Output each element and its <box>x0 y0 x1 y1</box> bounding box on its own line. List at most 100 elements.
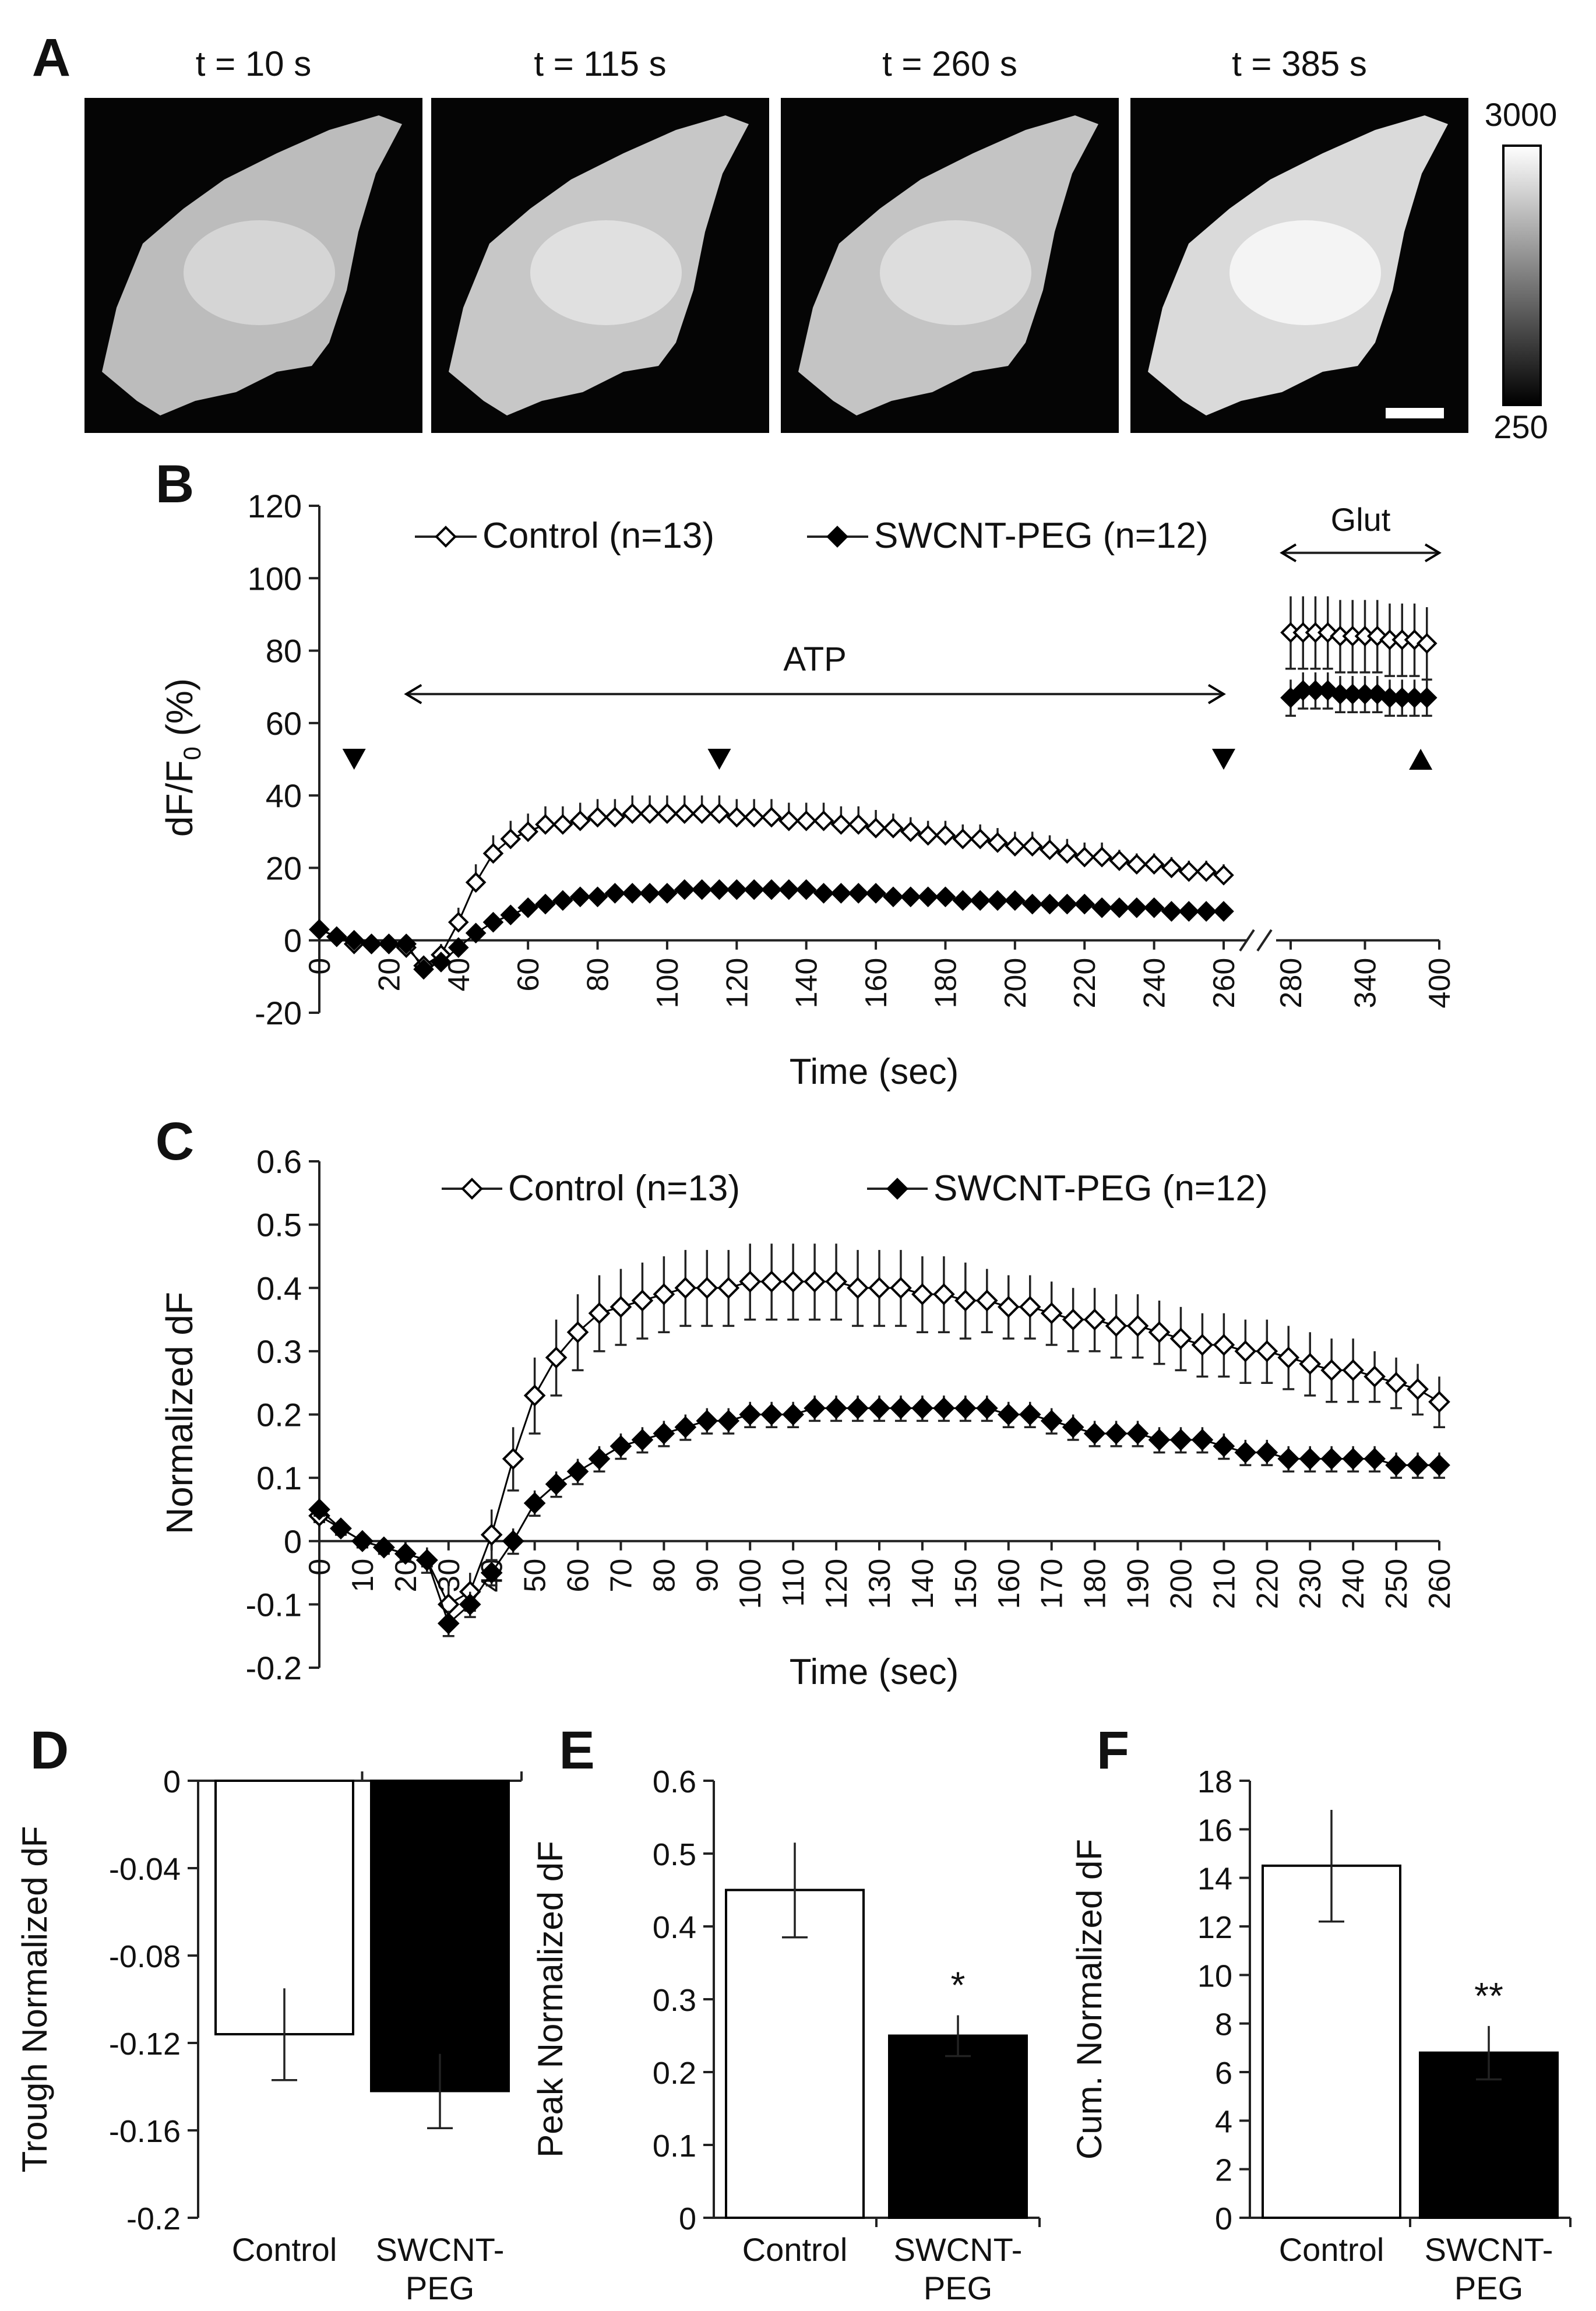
category-label: PEG <box>924 2270 992 2306</box>
y-tick-label: -0.08 <box>109 1939 181 1974</box>
data-point <box>1385 1454 1407 1477</box>
data-point <box>588 1302 611 1324</box>
category-label: PEG <box>406 2270 474 2306</box>
legend: Control (n=13) SWCNT-PEG (n=12) <box>442 1168 1268 1209</box>
data-point <box>566 1321 589 1344</box>
x-tick-label: 240 <box>1138 958 1172 1009</box>
data-point <box>933 1283 955 1305</box>
x-tick-label: 190 <box>1122 1559 1155 1609</box>
timepoint-marker <box>1212 749 1235 770</box>
data-point <box>739 1270 762 1293</box>
data-point <box>804 1397 826 1419</box>
legend-label-swcnt: SWCNT-PEG (n=12) <box>933 1168 1268 1209</box>
x-tick-label: 230 <box>1294 1559 1327 1609</box>
data-point <box>1126 897 1147 918</box>
cell-nucleus-glow <box>530 220 682 325</box>
data-point <box>830 814 852 835</box>
data-point <box>1191 1429 1214 1451</box>
data-point <box>933 1397 955 1419</box>
data-point <box>1062 1416 1084 1439</box>
data-point <box>760 1270 783 1293</box>
data-point <box>1019 1403 1041 1426</box>
data-point <box>917 886 939 907</box>
data-point <box>717 1410 740 1432</box>
data-point <box>604 883 626 904</box>
atp-arrow-right <box>1207 684 1226 704</box>
glut-annotation: Glut <box>1280 501 1442 562</box>
data-point <box>1385 1372 1407 1394</box>
x-tick-label: 260 <box>1207 958 1241 1009</box>
data-point <box>883 818 904 839</box>
data-point <box>1213 1334 1235 1356</box>
data-point <box>343 929 365 951</box>
data-point <box>1126 1422 1149 1445</box>
legend-marker-control <box>461 1178 483 1200</box>
data-point <box>1074 893 1095 915</box>
data-point <box>351 1530 374 1552</box>
data-point <box>865 883 886 904</box>
microscopy-frame: t = 385 s <box>1130 44 1468 433</box>
data-point <box>674 879 695 900</box>
data-point <box>744 879 764 900</box>
data-point <box>566 1460 589 1483</box>
glut-arrow-left <box>1280 543 1297 562</box>
data-point <box>569 810 591 832</box>
data-point <box>415 1549 438 1572</box>
legend-label-swcnt: SWCNT-PEG (n=12) <box>874 516 1209 556</box>
data-point <box>1005 890 1026 911</box>
data-point <box>726 806 748 828</box>
data-point <box>691 803 713 825</box>
panel-d: D 0 -0.04 -0.08 -0.12 -0.16 -0.2 Trough Normali… <box>15 1721 523 2306</box>
data-point <box>674 1416 697 1439</box>
data-point <box>1234 1340 1257 1362</box>
x-tick-label: 140 <box>790 958 824 1009</box>
data-point <box>954 1397 977 1419</box>
timepoint-marker <box>707 749 731 770</box>
data-point <box>696 1277 718 1299</box>
data-point <box>639 883 660 904</box>
legend: Control (n=13) SWCNT-PEG (n=12) <box>415 516 1209 556</box>
data-point <box>1299 1447 1322 1470</box>
data-point <box>482 843 504 864</box>
data-point <box>1148 1321 1171 1344</box>
data-point <box>868 1397 890 1419</box>
colorbar-min-label: 250 <box>1493 408 1548 445</box>
frame-time-label: t = 385 s <box>1232 44 1367 83</box>
data-point <box>1126 1315 1149 1337</box>
data-point <box>437 1612 460 1634</box>
data-point <box>997 1296 1020 1318</box>
series-line <box>319 1280 1440 1606</box>
frame-time-label: t = 260 s <box>882 44 1017 83</box>
glut-series-control <box>1280 596 1438 681</box>
category-label: SWCNT- <box>376 2231 505 2268</box>
data-point <box>1005 836 1026 857</box>
data-point <box>1428 1390 1450 1413</box>
data-point <box>1256 1340 1278 1362</box>
data-point <box>782 1270 804 1293</box>
x-tick-label: 110 <box>777 1559 811 1607</box>
data-point <box>1342 1359 1364 1382</box>
bar-error <box>427 2053 453 2129</box>
data-point <box>657 803 678 825</box>
y-tick-label: 0.4 <box>256 1270 302 1306</box>
x-tick-label: 0 <box>303 958 337 975</box>
data-point <box>739 1403 762 1426</box>
axis-break-mark <box>1256 929 1273 952</box>
x-tick-label: 80 <box>647 1559 681 1593</box>
y-tick-label: 0.4 <box>653 1910 696 1945</box>
legend-label-control: Control (n=13) <box>482 516 714 556</box>
x-tick-label: 140 <box>906 1559 940 1609</box>
data-point <box>500 828 522 850</box>
panel-f: F 0 2 4 6 8 10 12 14 16 18 Cum. Normalized dF Contro… <box>1070 1721 1572 2306</box>
y-tick-label: 0 <box>284 922 302 959</box>
frame-time-label: t = 115 s <box>534 44 666 83</box>
data-point <box>308 1498 330 1521</box>
x-tick-label: 20 <box>372 958 406 992</box>
x-tick-label: 250 <box>1380 1559 1414 1609</box>
data-point <box>480 1562 503 1584</box>
data-point <box>1364 1365 1386 1388</box>
data-point <box>569 886 591 907</box>
x-tick-label: 280 <box>1274 958 1308 1009</box>
y-tick-label: 20 <box>266 850 302 886</box>
